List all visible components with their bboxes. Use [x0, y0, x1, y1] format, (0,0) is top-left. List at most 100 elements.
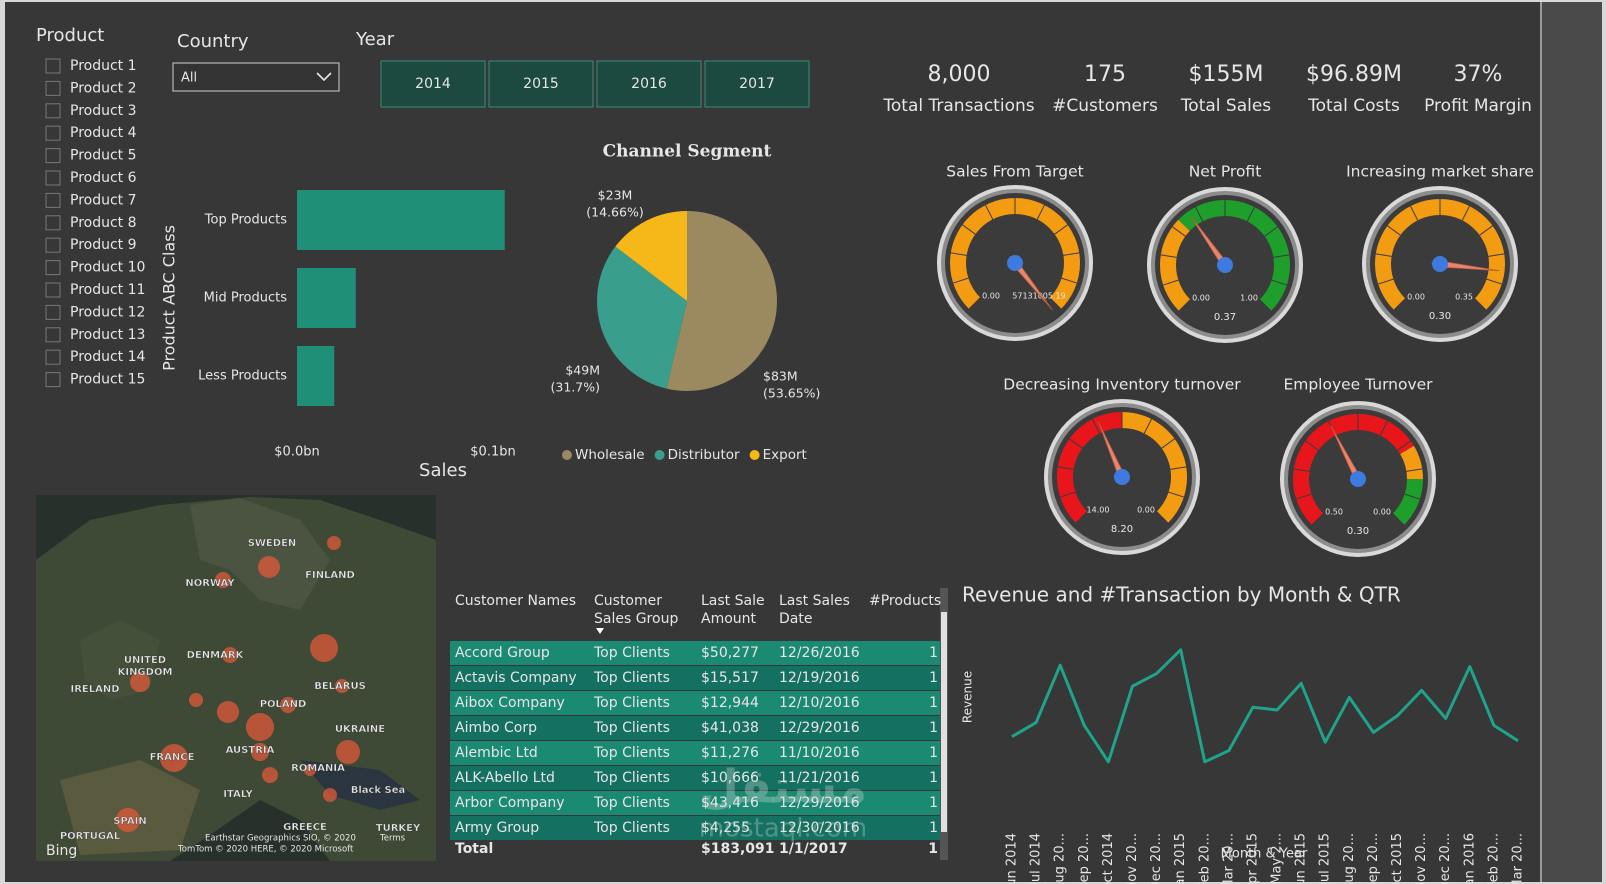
- map-label: UKRAINE: [335, 724, 385, 735]
- gauge-title: Sales From Target: [946, 163, 1083, 181]
- map-land: [190, 498, 330, 610]
- gauge-tick: [1172, 226, 1186, 237]
- year-label: 2017: [739, 76, 775, 92]
- axis-title: Revenue: [961, 671, 975, 723]
- table-row: [450, 791, 940, 815]
- gauge-tick: [968, 297, 981, 310]
- axis-title: Sales: [419, 460, 467, 481]
- gauge-tick: [1474, 298, 1487, 311]
- product-item: Product 8: [70, 215, 137, 231]
- gauge-value: 0.37: [1214, 312, 1236, 323]
- x-tick-label: Jan 2016: [1462, 833, 1477, 884]
- slicer-title: Country: [177, 31, 249, 52]
- kpi-value: $155M: [1189, 62, 1264, 87]
- checkbox[interactable]: [45, 260, 61, 276]
- gauge-tick: [1170, 466, 1187, 470]
- map-bubble: [215, 572, 231, 588]
- checkbox[interactable]: [45, 215, 61, 231]
- checkbox[interactable]: [45, 103, 61, 119]
- table-cell: 1: [929, 745, 938, 761]
- checkbox[interactable]: [45, 327, 61, 343]
- checkbox[interactable]: [45, 349, 61, 365]
- checkbox[interactable]: [45, 170, 61, 186]
- data-label: (14.66%): [586, 205, 643, 220]
- gauge-hub: [1114, 469, 1130, 485]
- x-tick-label: Jul 2015: [1318, 833, 1333, 884]
- gauge-tick: [1168, 491, 1184, 498]
- checkbox[interactable]: [45, 192, 61, 208]
- checkbox[interactable]: [45, 58, 61, 74]
- table-total: 1: [928, 841, 938, 857]
- map-bubble: [246, 713, 274, 741]
- x-tick-label: Dec 20...: [1438, 833, 1453, 884]
- country-dropdown[interactable]: [172, 62, 340, 92]
- gauge-tick: [1397, 440, 1411, 451]
- pie-slice: [615, 211, 687, 301]
- year-button[interactable]: [488, 60, 594, 108]
- gauge-tick: [1160, 254, 1177, 258]
- map-bubble: [189, 693, 203, 707]
- x-tick-label: Jan 2015: [1173, 833, 1188, 884]
- table-cell: $43,416: [701, 795, 759, 811]
- x-tick-label: Dec 20...: [1149, 833, 1164, 884]
- map-bubble: [116, 808, 140, 832]
- table-cell: 1: [929, 695, 938, 711]
- gauge-band: [1293, 414, 1414, 525]
- map: [36, 495, 436, 861]
- gauge-tick: [1392, 513, 1405, 526]
- gauge-tick: [1271, 279, 1287, 286]
- gauge-tick: [1163, 279, 1179, 286]
- gauge-min: 0.00: [982, 292, 1000, 301]
- kpi-label: #Customers: [1052, 96, 1158, 116]
- table-cell: $50,277: [701, 645, 759, 661]
- table-cell: Top Clients: [593, 745, 670, 761]
- table-cell: 1: [929, 820, 938, 836]
- map-sea-black: [300, 760, 420, 810]
- checkbox[interactable]: [45, 282, 61, 298]
- year-button[interactable]: [596, 60, 702, 108]
- map-bubble: [160, 744, 188, 772]
- checkbox[interactable]: [45, 148, 61, 164]
- map-label: FINLAND: [305, 570, 355, 581]
- x-tick-label: Feb 20...: [1486, 833, 1501, 884]
- map-label: POLAND: [260, 699, 307, 710]
- gauge-band: [1160, 219, 1191, 311]
- x-tick-label: $0.0bn: [274, 445, 319, 460]
- map-label: BELARUS: [314, 681, 366, 692]
- checkbox[interactable]: [45, 80, 61, 96]
- gauge-tick: [985, 204, 994, 220]
- data-label: $83M: [763, 369, 798, 384]
- checkbox[interactable]: [45, 304, 61, 320]
- gauge-hub: [1007, 255, 1023, 271]
- year-button[interactable]: [380, 60, 486, 108]
- gauge-value: 8.20: [1111, 524, 1133, 535]
- line: [1011, 648, 1519, 764]
- x-tick-label: Oct 2015: [1390, 833, 1405, 884]
- table-cell: 1: [929, 645, 938, 661]
- table-header-bg: [450, 588, 940, 640]
- map-bubble: [280, 697, 296, 713]
- table-header: #Products: [869, 593, 941, 609]
- map-bubble: [336, 740, 360, 764]
- checkbox[interactable]: [45, 237, 61, 253]
- table-header: Customer: [594, 593, 662, 609]
- gauge-tick: [1311, 513, 1324, 526]
- year-button[interactable]: [704, 60, 810, 108]
- gauge-band: [1392, 478, 1423, 525]
- table-cell: Top Clients: [593, 820, 670, 836]
- map-label: UNITED: [124, 655, 166, 666]
- dropdown-chevron: [316, 72, 332, 82]
- table-cell: ALK-Abello Ltd: [455, 770, 555, 786]
- gauge-title: Decreasing Inventory turnover: [1003, 376, 1241, 394]
- checkbox[interactable]: [45, 372, 61, 388]
- product-item: Product 7: [70, 192, 137, 208]
- x-tick-label: Nov 20...: [1125, 833, 1140, 884]
- checkbox[interactable]: [45, 125, 61, 141]
- map-bubble: [335, 679, 349, 693]
- table-cell: Top Clients: [593, 795, 670, 811]
- map-bubble: [262, 767, 278, 783]
- scroll-thumb[interactable]: [941, 612, 947, 832]
- table-header: Customer Names: [455, 593, 576, 609]
- map-label: DENMARK: [187, 650, 245, 661]
- table-cell: Army Group: [455, 820, 539, 836]
